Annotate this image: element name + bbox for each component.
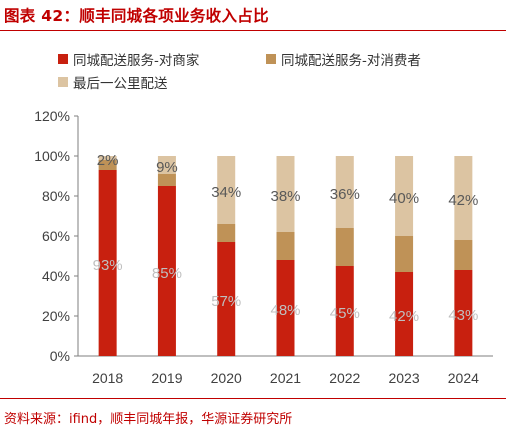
legend-label-last-mile: 最后一公里配送 [73,76,168,92]
x-tick-label: 2024 [448,370,479,386]
legend-label-merchant: 同城配送服务-对商家 [73,53,200,69]
bar-segment [217,156,236,224]
bar-segment [98,170,117,356]
data-label: 9% [156,159,178,176]
legend-swatch-last-mile [58,77,68,87]
data-label: 48% [270,302,300,319]
title-divider [0,30,506,31]
bar-segment [335,266,354,356]
data-label: 93% [93,257,123,274]
bar-segment [217,224,236,242]
bar-segment [395,236,414,272]
bar-segment [276,232,295,260]
x-tick-label: 2021 [270,370,301,386]
data-label: 85% [152,265,182,282]
y-tick-label: 0% [50,348,70,364]
y-tick-label: 20% [42,308,70,324]
legend-swatch-consumer [266,54,276,64]
bar-segment [395,272,414,356]
bar-segment [217,242,236,356]
bar-segment [157,186,176,356]
data-label: 42% [389,308,419,325]
data-label: 36% [330,186,360,203]
bar-segment [454,270,473,356]
data-label: 38% [270,188,300,205]
bar-segment [335,156,354,228]
legend-swatch-merchant [58,54,68,64]
legend-item-last-mile: 最后一公里配送 [58,72,168,92]
bar-segment [395,156,414,236]
bar-segment [454,156,473,240]
x-tick-label: 2023 [388,370,419,386]
legend: 同城配送服务-对商家 同城配送服务-对消费者 最后一公里配送 [0,0,506,100]
x-tick-label: 2022 [329,370,360,386]
stacked-bar-chart: 0% 20% 40% 60% 80% 100% 120% 93% 2% 2018 85% 9% 2019… [34,108,493,386]
y-tick-label: 80% [42,188,70,204]
data-label: 45% [330,305,360,322]
x-tick-label: 2019 [151,370,182,386]
bar-segment [276,260,295,356]
bar-segment [157,156,176,174]
x-tick-label: 2020 [211,370,242,386]
y-tick-label: 100% [34,148,70,164]
data-label: 43% [448,307,478,324]
y-tick-label: 40% [42,268,70,284]
bar-segment [157,174,176,186]
source-divider [0,398,506,399]
data-label: 40% [389,190,419,207]
data-label: 42% [448,192,478,209]
bar-segment [98,156,117,160]
legend-item-consumer: 同城配送服务-对消费者 [266,49,421,69]
legend-item-merchant: 同城配送服务-对商家 [58,49,199,69]
bar-segment [98,160,117,170]
bar-segment [276,156,295,232]
source-note: 资料来源：ifind，顺丰同城年报，华源证券研究所 [4,412,293,427]
bar-segment [454,240,473,270]
chart-title: 图表 42：顺丰同城各项业务收入占比 [4,7,269,25]
y-tick-label: 60% [42,228,70,244]
bar-segment [335,228,354,266]
y-tick-label: 120% [34,108,70,124]
data-label: 57% [211,293,241,310]
data-label: 34% [211,184,241,201]
legend-label-consumer: 同城配送服务-对消费者 [281,53,421,69]
x-tick-label: 2018 [92,370,123,386]
data-label: 2% [97,152,119,169]
